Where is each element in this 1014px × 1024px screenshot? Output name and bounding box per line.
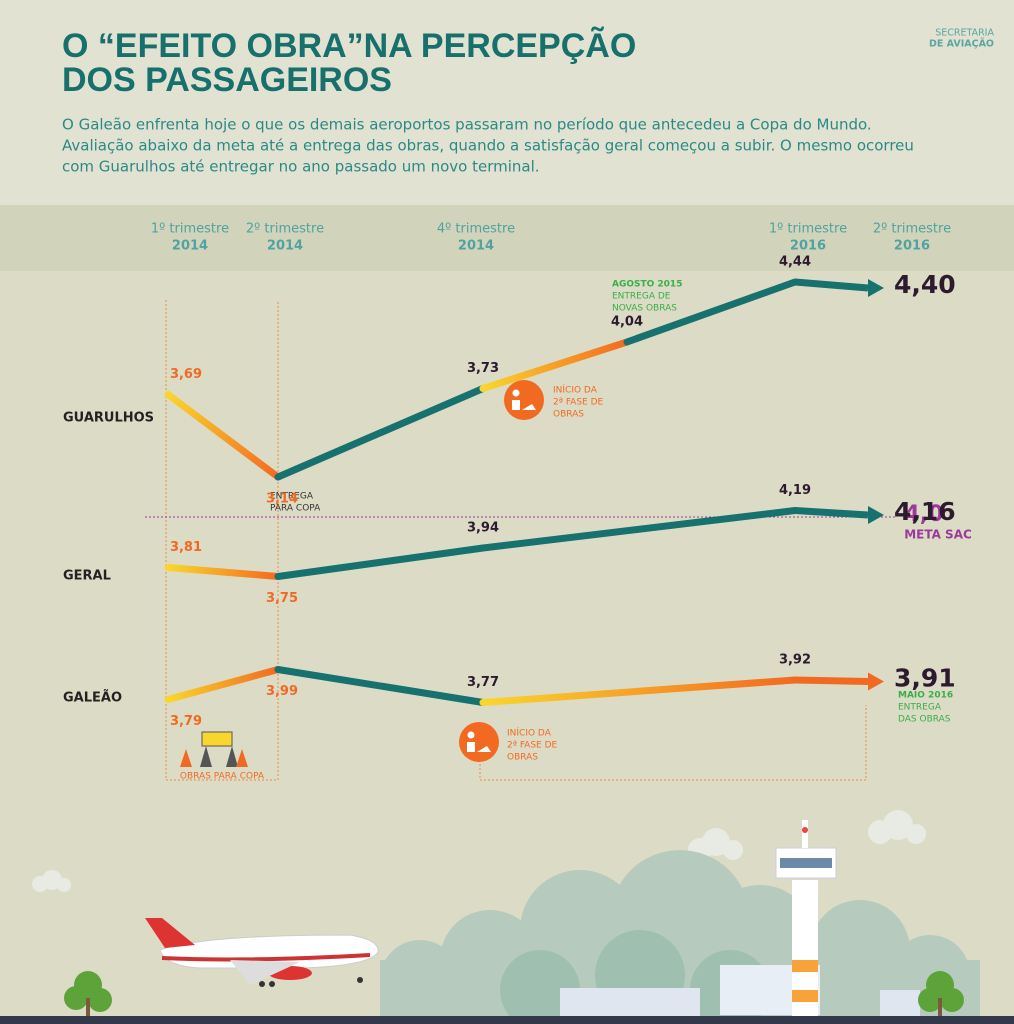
x-tick-label: 1º trimestre [769, 222, 847, 237]
axis-band [0, 205, 1014, 271]
annotation: OBRAS [507, 753, 538, 763]
arrow-head [868, 672, 884, 691]
x-tick-label: 2014 [458, 239, 494, 254]
value-label: 3,99 [266, 684, 298, 699]
line-segment [479, 507, 799, 552]
line-segment [274, 544, 487, 580]
annotation: DAS OBRAS [898, 715, 951, 725]
x-tick-label: 2º trimestre [873, 222, 951, 237]
annotation: AGOSTO 2015 [612, 280, 682, 290]
target-name: META SAC [904, 528, 972, 542]
annotation: NOVAS OBRAS [612, 304, 677, 314]
value-label: 3,77 [467, 675, 499, 690]
value-label: 3,69 [170, 367, 202, 382]
annotation: ENTREGA DE [612, 292, 671, 302]
annotation: ENTREGA [270, 492, 314, 502]
annotation: OBRAS PARA COPA [180, 772, 265, 782]
value-label: 3,79 [170, 714, 202, 729]
line-segment [794, 676, 869, 685]
x-tick-label: 4º trimestre [437, 222, 515, 237]
line-segment [164, 666, 282, 703]
header-bg [0, 0, 1014, 205]
scenery [0, 810, 1014, 1024]
line-segment [164, 564, 282, 580]
x-tick-label: 2014 [172, 239, 208, 254]
annotation: INÍCIO DA [553, 384, 598, 396]
x-tick-label: 2014 [267, 239, 303, 254]
value-label: 4,40 [894, 270, 956, 299]
line-segment [274, 666, 487, 706]
line-segment [623, 278, 799, 346]
value-label: 3,73 [467, 361, 499, 376]
frames [165, 300, 867, 781]
value-label: 4,16 [894, 497, 956, 526]
x-tick-label: 1º trimestre [151, 222, 229, 237]
target-label: 4,0 [905, 502, 944, 527]
x-tick-label: 2016 [790, 239, 826, 254]
line-segment [479, 676, 799, 706]
plane [145, 918, 379, 987]
annotation: PARA COPA [270, 504, 321, 514]
series-name: GUARULHOS [63, 411, 154, 426]
line-segment [794, 278, 869, 292]
value-label: 3,14 [266, 492, 298, 507]
title: DOS PASSAGEIROS [62, 61, 392, 99]
worker-icon [504, 380, 544, 420]
value-label: 3,75 [266, 591, 298, 606]
arrow-head [868, 506, 884, 524]
title: O “EFEITO OBRA”NA PERCEPÇÃO [62, 27, 636, 65]
annotation: 2ª FASE DE [507, 741, 558, 751]
arrow-head [868, 279, 884, 297]
annotation: ENTREGA [898, 703, 942, 713]
series-name: GALEÃO [63, 690, 122, 706]
value-label: 4,04 [611, 315, 643, 330]
source: SECRETARIA [935, 28, 994, 39]
line-segment [274, 385, 487, 481]
subtitle: O Galeão enfrenta hoje o que os demais a… [62, 116, 872, 134]
subtitle: com Guarulhos até entregar no ano passad… [62, 158, 540, 176]
annotation: 2ª FASE DE [553, 398, 604, 408]
worker-icon [459, 722, 499, 762]
value-label: 3,81 [170, 540, 202, 555]
x-tick-label: 2016 [894, 239, 930, 254]
annotation: OBRAS [553, 410, 584, 420]
value-label: 3,94 [467, 521, 499, 536]
series-name: GERAL [63, 569, 111, 584]
value-label: 3,91 [894, 664, 956, 693]
line-segment [794, 507, 869, 519]
x-tick-label: 2º trimestre [246, 222, 324, 237]
annotation: MAIO 2016 [898, 691, 953, 701]
value-label: 3,92 [779, 653, 811, 668]
annotation: INÍCIO DA [507, 727, 552, 739]
line-segment [164, 391, 282, 481]
line-segment [479, 338, 631, 392]
barrier-icon [180, 731, 248, 767]
subtitle: Avaliação abaixo da meta até a entrega d… [62, 137, 914, 155]
source: DE AVIAÇÃO [929, 39, 994, 50]
value-label: 4,44 [779, 255, 811, 270]
value-label: 4,19 [779, 483, 811, 498]
